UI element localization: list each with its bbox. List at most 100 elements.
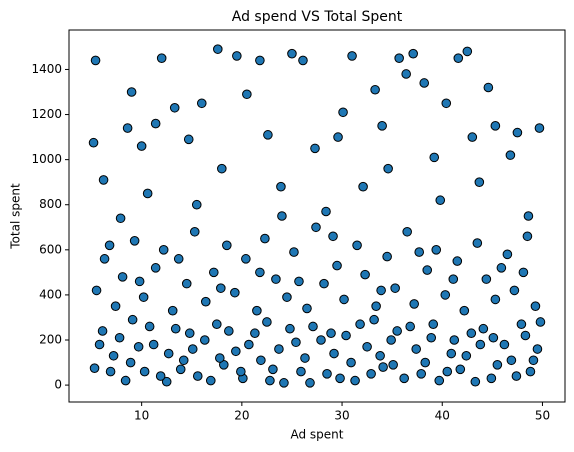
point	[520, 330, 531, 341]
point	[163, 348, 174, 359]
point	[502, 249, 513, 260]
point	[505, 150, 516, 160]
point	[115, 213, 126, 224]
point	[98, 175, 109, 185]
point	[319, 278, 329, 289]
point	[127, 314, 138, 325]
point	[516, 319, 527, 330]
point	[232, 51, 242, 61]
point	[208, 267, 219, 278]
point	[187, 344, 198, 354]
point	[470, 376, 481, 387]
point	[122, 123, 133, 133]
point	[509, 285, 520, 296]
point	[252, 305, 262, 316]
point	[311, 222, 321, 233]
point	[250, 328, 260, 339]
x-tick-label: 20	[234, 409, 249, 423]
y-tick-label: 0	[54, 378, 62, 392]
point	[512, 127, 523, 138]
point	[230, 287, 240, 298]
point	[89, 363, 100, 373]
point	[263, 130, 273, 140]
point	[414, 247, 425, 257]
point	[355, 319, 365, 330]
point	[496, 263, 507, 273]
point	[522, 231, 533, 242]
point	[455, 364, 466, 375]
point	[534, 123, 545, 133]
point	[291, 337, 301, 348]
point	[346, 357, 356, 368]
x-tick-label: 40	[435, 409, 450, 423]
point	[224, 326, 234, 336]
point	[183, 134, 194, 145]
point	[339, 294, 349, 305]
point	[94, 339, 105, 350]
point	[125, 357, 136, 368]
point	[192, 371, 203, 381]
point	[205, 375, 216, 386]
y-axis-label: Total spent	[9, 183, 23, 250]
point	[262, 317, 272, 327]
point	[158, 245, 169, 255]
point	[99, 254, 110, 264]
point	[506, 355, 517, 366]
point	[375, 350, 385, 361]
point	[405, 321, 415, 332]
point	[271, 274, 281, 284]
point	[285, 323, 295, 334]
point	[256, 355, 266, 366]
point	[333, 132, 343, 142]
point	[294, 276, 304, 287]
point	[449, 335, 460, 345]
point	[114, 332, 125, 343]
point	[289, 247, 299, 257]
point	[392, 326, 402, 336]
point	[136, 141, 147, 151]
point	[446, 348, 457, 359]
point	[409, 299, 419, 309]
point	[274, 344, 284, 354]
point	[442, 366, 453, 377]
point	[231, 346, 241, 357]
point	[499, 339, 510, 350]
point	[388, 360, 398, 370]
point	[134, 276, 145, 287]
point	[169, 102, 180, 113]
point	[236, 366, 246, 377]
point	[255, 267, 265, 278]
point	[377, 121, 387, 131]
point	[88, 137, 99, 148]
point	[90, 55, 101, 66]
point	[347, 51, 357, 61]
point	[461, 350, 472, 361]
point	[144, 321, 155, 332]
point	[170, 323, 181, 334]
x-tick-label: 10	[134, 409, 149, 423]
point	[268, 364, 278, 375]
point	[360, 269, 370, 280]
point	[126, 87, 137, 97]
point	[196, 98, 207, 109]
point	[328, 231, 338, 242]
y-tick-label: 1200	[31, 107, 62, 121]
point	[276, 181, 286, 192]
y-tick-label: 600	[39, 242, 62, 256]
point	[255, 55, 265, 66]
point	[217, 163, 227, 174]
point	[305, 378, 315, 388]
point	[105, 366, 116, 377]
point	[138, 292, 149, 302]
point	[486, 373, 497, 384]
point	[478, 323, 489, 334]
point	[155, 371, 166, 381]
point	[265, 375, 275, 386]
point	[370, 84, 380, 95]
point	[371, 301, 381, 311]
point	[120, 375, 131, 386]
point	[481, 274, 492, 284]
point	[532, 344, 543, 354]
point	[260, 233, 270, 244]
